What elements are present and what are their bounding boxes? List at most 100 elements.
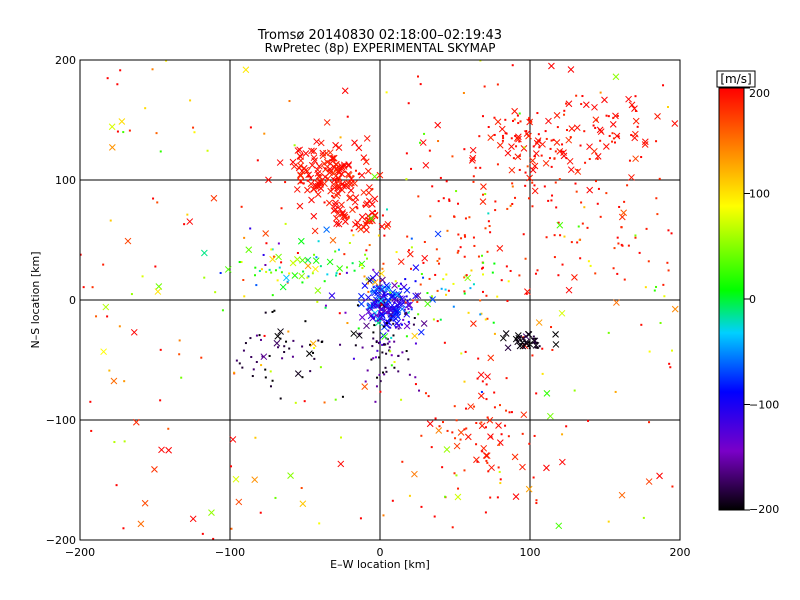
cross-point: [548, 62, 555, 70]
dot-point: [528, 116, 531, 119]
dot-point: [376, 349, 379, 352]
dot-point: [254, 274, 257, 277]
dot-point: [371, 187, 374, 190]
cross-point: [326, 149, 334, 156]
dot-point: [533, 184, 536, 187]
cross-point: [381, 290, 388, 298]
cross-point: [312, 257, 320, 265]
dot-point: [242, 279, 245, 282]
dot-point: [334, 398, 337, 401]
dot-point: [496, 83, 499, 86]
dot-point: [302, 182, 305, 185]
dot-point: [123, 380, 126, 383]
dot-point: [527, 118, 530, 121]
dot-point: [510, 137, 513, 140]
cross-point: [371, 173, 379, 180]
cross-point: [315, 162, 323, 170]
cross-point: [620, 209, 628, 217]
cross-point: [307, 174, 315, 182]
dot-point: [436, 320, 439, 323]
dot-point: [475, 443, 478, 446]
dot-point: [382, 262, 385, 265]
dot-point: [579, 144, 582, 147]
cross-point: [393, 308, 401, 316]
y-tick-label: 100: [55, 174, 76, 187]
dot-point: [392, 334, 395, 337]
dot-point: [455, 190, 458, 193]
cross-point: [479, 198, 487, 205]
dot-point: [524, 184, 527, 187]
cross-point: [467, 403, 475, 410]
dot-point: [616, 114, 619, 117]
dot-point: [381, 343, 384, 346]
cross-point: [251, 476, 259, 484]
dot-point: [670, 349, 673, 352]
dot-point: [486, 250, 489, 253]
cross-point: [542, 159, 550, 167]
cross-point: [297, 237, 305, 245]
dot-point: [437, 140, 440, 143]
cross-point: [529, 157, 536, 164]
dot-point: [540, 154, 543, 157]
dot-point: [382, 514, 385, 517]
dot-point: [108, 369, 111, 372]
cross-point: [443, 446, 451, 453]
dot-point: [493, 332, 496, 335]
dot-point: [159, 150, 162, 153]
cross-point: [486, 416, 494, 424]
dot-point: [596, 202, 599, 205]
dot-point: [670, 232, 673, 235]
cross-point: [384, 220, 392, 228]
dot-point: [636, 125, 639, 128]
dot-point: [498, 470, 501, 473]
cross-point: [454, 493, 462, 501]
cross-point: [602, 143, 610, 150]
cross-point: [566, 157, 574, 165]
dot-point: [206, 149, 209, 152]
dot-point: [557, 274, 560, 277]
cross-point: [323, 119, 331, 126]
dot-point: [662, 84, 665, 87]
dot-point: [613, 247, 616, 250]
dot-point: [345, 271, 348, 274]
cross-point: [654, 113, 661, 120]
dot-point: [292, 339, 295, 342]
dot-point: [452, 282, 455, 285]
dot-point: [640, 323, 643, 326]
dot-point: [357, 173, 360, 176]
cross-point: [137, 520, 145, 528]
dot-point: [484, 227, 487, 230]
dot-point: [511, 185, 514, 188]
dot-point: [280, 261, 283, 264]
cross-point: [568, 125, 576, 132]
cross-point: [464, 433, 472, 441]
dot-point: [634, 234, 637, 237]
dot-point: [235, 359, 238, 362]
dot-point: [404, 301, 407, 304]
dot-point: [178, 339, 181, 342]
cross-point: [524, 330, 532, 338]
cross-point: [369, 274, 377, 282]
dot-point: [419, 141, 422, 144]
dot-point: [243, 295, 246, 298]
dot-point: [271, 310, 274, 313]
dot-point: [366, 282, 369, 285]
cross-point: [297, 162, 304, 170]
dot-point: [370, 358, 373, 361]
dot-point: [274, 269, 277, 272]
cross-point: [645, 478, 653, 485]
y-tick-label: 200: [55, 54, 76, 67]
dot-point: [623, 200, 626, 203]
cross-point: [330, 154, 337, 162]
cross-point: [383, 282, 390, 289]
dot-point: [384, 366, 387, 369]
dot-point: [485, 294, 488, 297]
dot-point: [493, 391, 496, 394]
cross-point: [547, 412, 554, 420]
dot-point: [501, 139, 504, 142]
dot-point: [258, 269, 261, 272]
cross-point: [262, 230, 270, 237]
dot-point: [200, 356, 203, 359]
dot-point: [255, 360, 258, 363]
cross-point: [297, 157, 305, 164]
